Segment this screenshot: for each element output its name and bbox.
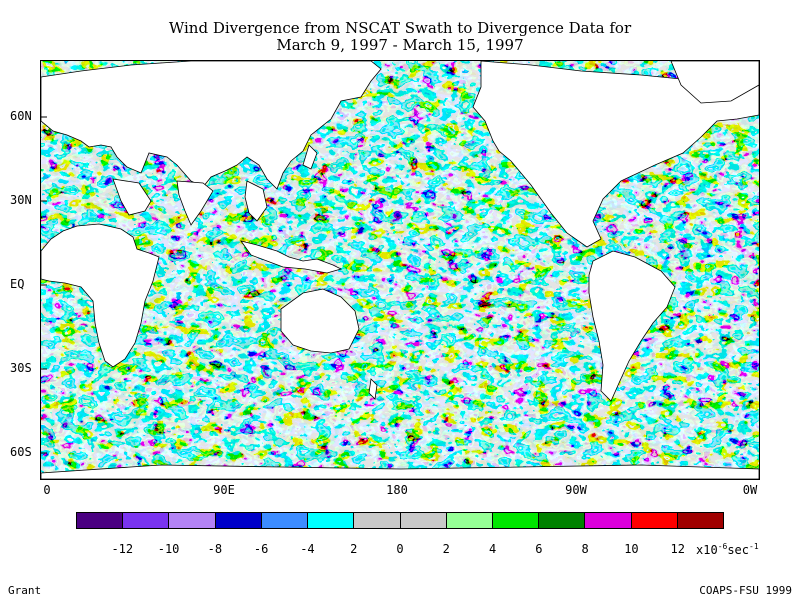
units-exponent: -6	[717, 542, 728, 551]
lat-label-30n: 30N	[10, 193, 32, 207]
colorbar-swatch	[631, 513, 678, 528]
lon-label-180: 180	[386, 483, 408, 497]
author-credit: Grant	[8, 584, 42, 597]
colorbar-tick-label: 4	[488, 542, 497, 556]
colorbar-swatch	[77, 513, 124, 528]
org-credit: COAPS-FSU 1999	[699, 584, 792, 597]
colorbar-swatch	[215, 513, 262, 528]
colorbar-swatch	[261, 513, 309, 528]
colorbar-swatch	[585, 513, 632, 528]
lat-label-30s: 30S	[10, 361, 32, 375]
land-australia	[280, 288, 360, 354]
land-greenland	[670, 61, 759, 104]
land-indochina	[244, 180, 268, 222]
colorbar-tick-label: 10	[624, 542, 639, 556]
units-sec: sec	[727, 543, 750, 557]
map-canvas	[41, 61, 759, 479]
colorbar-tick-label: 8	[581, 542, 589, 556]
colorbar-tick-label: 2	[350, 542, 358, 556]
lat-label-60s: 60S	[10, 445, 32, 459]
land-eurasia	[41, 61, 382, 190]
colorbar-tick-label: -4	[300, 542, 315, 556]
colorbar-tick-label: -8	[207, 542, 223, 556]
colorbar-swatch	[446, 513, 493, 528]
land-india	[176, 180, 214, 226]
land-south-america	[588, 250, 676, 402]
colorbar-swatch	[308, 513, 355, 528]
lon-label-90e: 90E	[213, 483, 235, 497]
colorbar-tick-label: -10	[157, 542, 180, 556]
lat-label-60n: 60N	[10, 109, 32, 123]
map-title-line-2: March 9, 1997 - March 15, 1997	[276, 36, 524, 54]
lon-label-0: 0	[43, 483, 51, 497]
colorbar-tick-label: -12	[111, 542, 134, 556]
colorbar-swatch	[539, 513, 586, 528]
colorbar-swatch	[492, 513, 540, 528]
colorbar-swatch	[354, 513, 401, 528]
units-prefix: x10	[696, 543, 718, 557]
land-masses	[41, 61, 759, 479]
colorbar-tick-label: 0	[396, 542, 404, 556]
land-africa	[41, 223, 160, 368]
colorbar-tick-label: 12	[670, 542, 685, 556]
map-title-line-1: Wind Divergence from NSCAT Swath to Dive…	[168, 19, 632, 37]
land-arabia	[112, 178, 152, 216]
colorbar-swatch	[169, 513, 216, 528]
land-indonesia	[240, 240, 343, 274]
lat-ticks	[41, 116, 47, 454]
colorbar-swatch	[123, 513, 170, 528]
colorbar-tick-label: 6	[535, 542, 543, 556]
colorbar-tick-label: -6	[253, 542, 269, 556]
colorbar-units: x10-6sec-1	[696, 540, 759, 557]
units-exponent-2: -1	[749, 542, 759, 551]
lat-label-eq: EQ	[10, 277, 25, 291]
colorbar-tick-label: 2	[442, 542, 450, 556]
land-japan	[302, 144, 318, 170]
land-new-zealand	[368, 378, 378, 400]
colorbar-swatch	[400, 513, 447, 528]
lon-label-0w: 0W	[742, 483, 758, 497]
colorbar-swatch	[677, 513, 724, 528]
land-antarctica	[41, 464, 759, 479]
lon-label-90w: 90W	[565, 483, 587, 497]
colorbar	[76, 512, 724, 529]
divergence-map	[40, 60, 760, 480]
